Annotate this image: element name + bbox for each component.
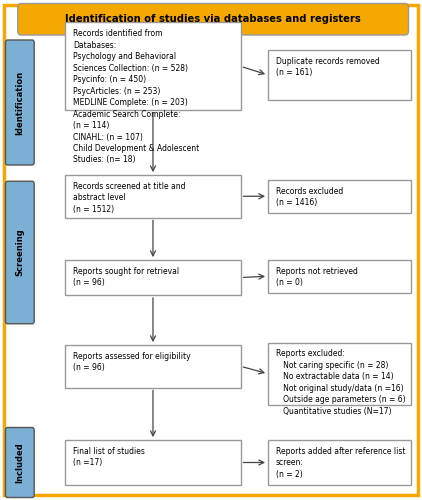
Text: Reports sought for retrieval
(n = 96): Reports sought for retrieval (n = 96) [73, 267, 179, 287]
FancyBboxPatch shape [268, 440, 411, 485]
Text: Identification of studies via databases and registers: Identification of studies via databases … [65, 14, 361, 24]
Text: Identification: Identification [15, 70, 24, 134]
Text: Reports excluded:
   Not caring specific (n = 28)
   No extractable data (n = 14: Reports excluded: Not caring specific (n… [276, 350, 405, 416]
Text: Final list of studies
(n =17): Final list of studies (n =17) [73, 447, 145, 468]
FancyBboxPatch shape [18, 4, 408, 35]
Text: Screening: Screening [15, 228, 24, 276]
Text: Records excluded
(n = 1416): Records excluded (n = 1416) [276, 187, 343, 208]
FancyBboxPatch shape [5, 428, 34, 498]
Text: Reports assessed for eligibility
(n = 96): Reports assessed for eligibility (n = 96… [73, 352, 191, 372]
Text: Duplicate records removed
(n = 161): Duplicate records removed (n = 161) [276, 57, 379, 78]
FancyBboxPatch shape [65, 345, 241, 388]
FancyBboxPatch shape [268, 50, 411, 100]
FancyBboxPatch shape [65, 440, 241, 485]
Text: Records identified from
Databases:
Psychology and Behavioral
Sciences Collection: Records identified from Databases: Psych… [73, 30, 199, 164]
FancyBboxPatch shape [65, 22, 241, 110]
FancyBboxPatch shape [268, 342, 411, 405]
FancyBboxPatch shape [65, 175, 241, 218]
FancyBboxPatch shape [268, 180, 411, 212]
Text: Records screened at title and
abstract level
(n = 1512): Records screened at title and abstract l… [73, 182, 186, 214]
Text: Reports added after reference list
screen:
(n = 2): Reports added after reference list scree… [276, 447, 405, 479]
FancyBboxPatch shape [5, 40, 34, 165]
FancyBboxPatch shape [5, 181, 34, 324]
Text: Included: Included [15, 442, 24, 483]
FancyBboxPatch shape [65, 260, 241, 295]
FancyBboxPatch shape [268, 260, 411, 292]
Text: Reports not retrieved
(n = 0): Reports not retrieved (n = 0) [276, 267, 357, 287]
